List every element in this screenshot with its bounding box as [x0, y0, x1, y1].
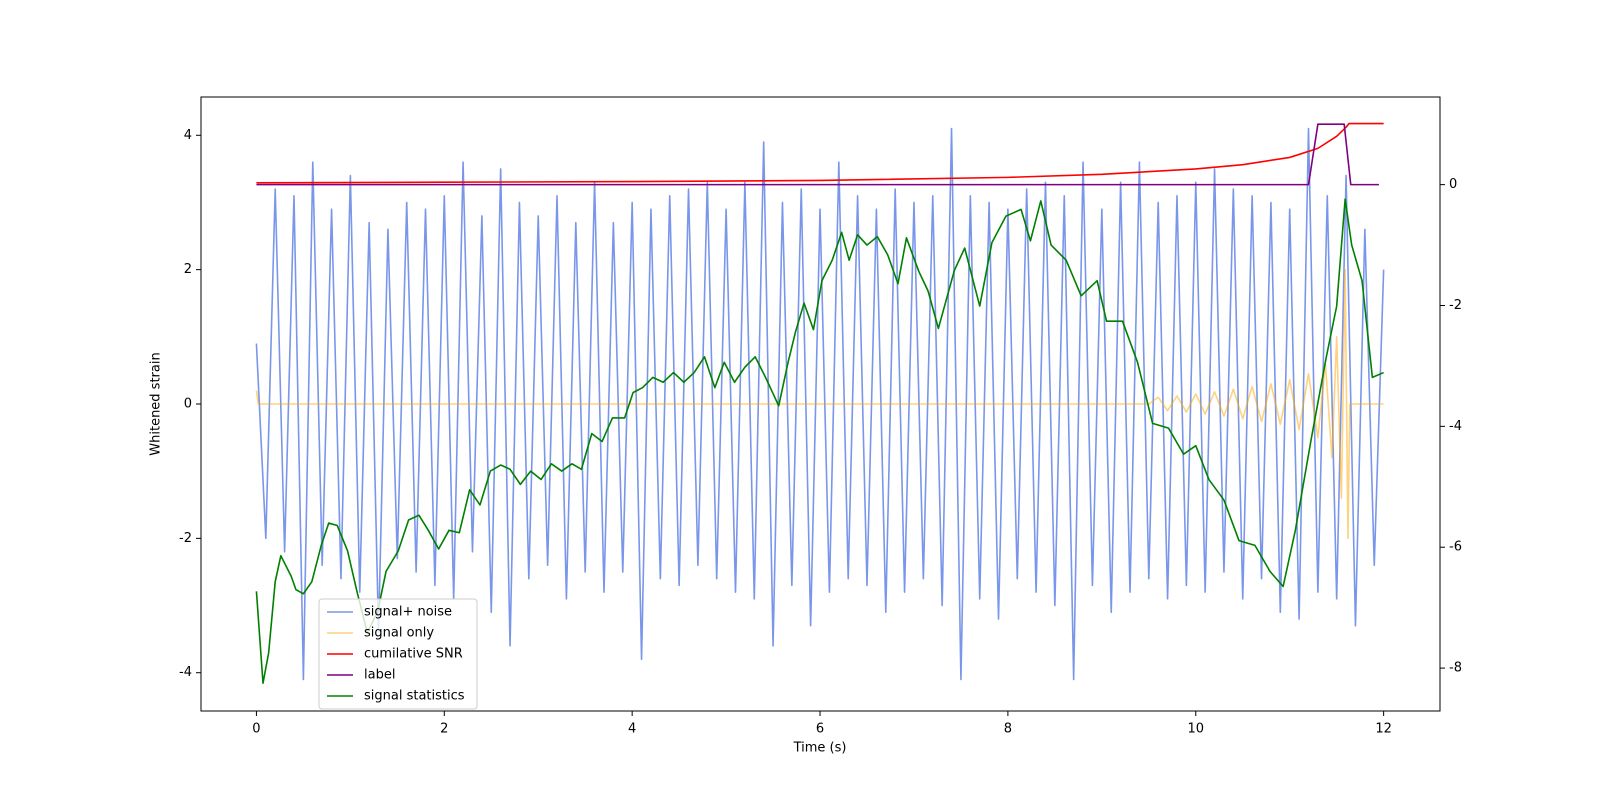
- legend-label: label: [364, 668, 395, 683]
- y2-tick-label: -6: [1449, 540, 1462, 555]
- x-tick-label: 10: [1187, 722, 1204, 737]
- x-tick-label: 8: [1004, 722, 1012, 737]
- legend: signal+ noise signal only cumilative SNR la…: [318, 598, 478, 710]
- y-tick-label: 4: [184, 128, 192, 143]
- legend-label: signal only: [364, 626, 434, 641]
- series-line: [255, 198, 1384, 684]
- y2-tick-label: -4: [1449, 419, 1462, 434]
- plot-area: [255, 122, 1385, 684]
- y-tick-label: 2: [184, 262, 192, 277]
- series-line: [255, 268, 1384, 540]
- y-axis-label: Whitened strain: [149, 352, 164, 455]
- y2-tick-label: -2: [1449, 298, 1462, 313]
- x-tick-label: 0: [252, 722, 260, 737]
- y2-tick-label: -8: [1449, 661, 1462, 676]
- y2-tick-label: 0: [1449, 177, 1457, 192]
- legend-label: signal+ noise: [364, 605, 452, 620]
- x-tick-label: 2: [440, 722, 448, 737]
- legend-label: signal statistics: [364, 689, 465, 704]
- x-tick-label: 6: [816, 722, 824, 737]
- legend-box: [318, 598, 478, 710]
- y-tick-label: 0: [184, 397, 192, 412]
- series-line: [256, 123, 1379, 186]
- legend-label: cumilative SNR: [364, 647, 463, 662]
- y-tick-label: -2: [179, 531, 192, 546]
- series-line: [255, 127, 1385, 681]
- x-tick-label: 12: [1375, 722, 1392, 737]
- x-axis-label: Time (s): [793, 741, 847, 756]
- y-tick-label: -4: [179, 665, 192, 680]
- x-tick-label: 4: [628, 722, 636, 737]
